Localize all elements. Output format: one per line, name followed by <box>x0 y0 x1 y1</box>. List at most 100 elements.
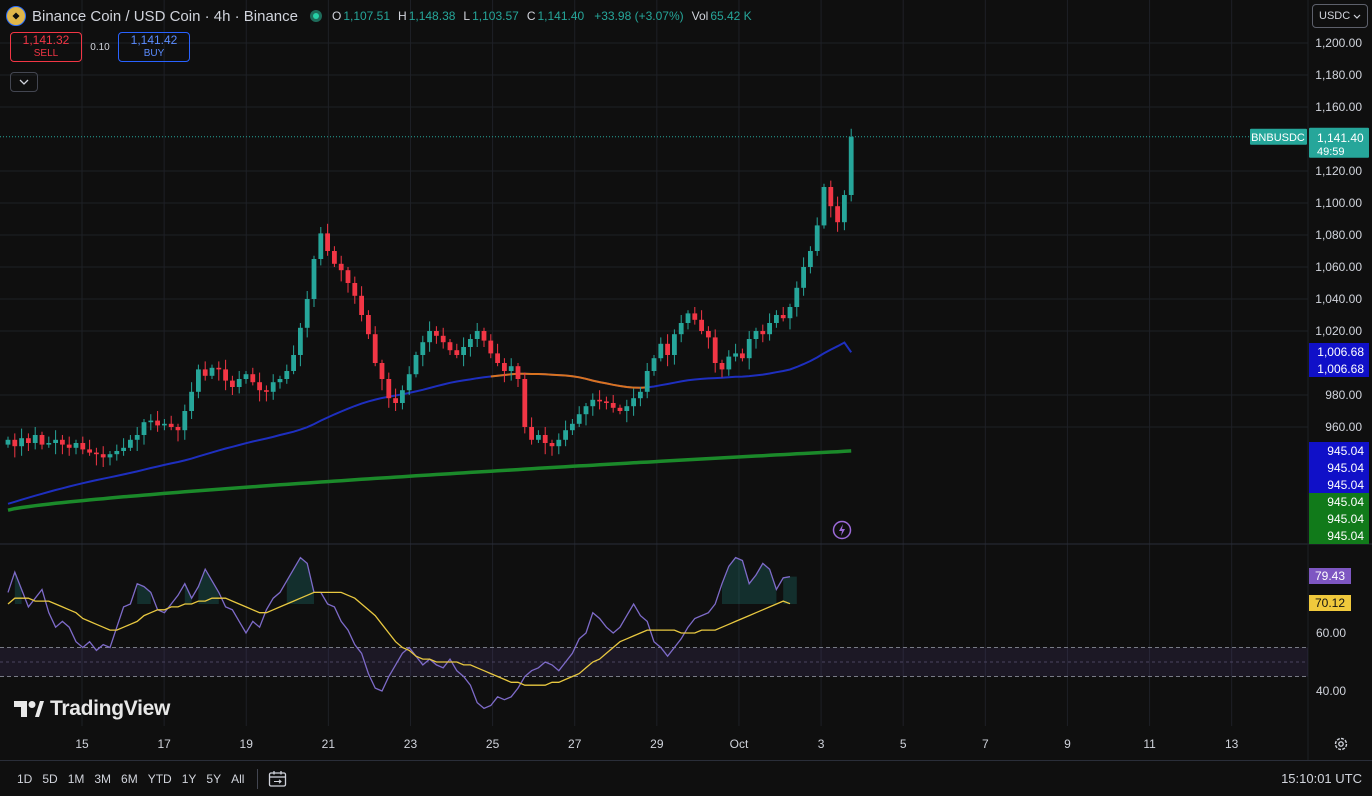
sell-button[interactable]: 1,141.32 SELL <box>10 32 82 62</box>
candle <box>19 428 24 456</box>
candle <box>196 364 201 399</box>
candle-body <box>522 379 528 427</box>
range-1m[interactable]: 1M <box>67 771 85 786</box>
chevron-down-icon <box>1353 14 1361 19</box>
candle-body <box>801 267 806 288</box>
candle <box>270 374 276 400</box>
ma-label-bg <box>1309 360 1369 377</box>
candle <box>121 438 126 456</box>
symbol-title[interactable]: Binance Coin / USD Coin · 4h · Binance <box>32 7 298 25</box>
buy-button[interactable]: 1,141.42 BUY <box>118 32 190 62</box>
candles <box>5 128 854 467</box>
candle-body <box>393 398 398 403</box>
candle-body <box>155 420 160 426</box>
candle-body <box>270 382 276 392</box>
candle <box>325 223 330 256</box>
candle-body <box>733 353 738 357</box>
candle-body <box>814 225 820 251</box>
time-tick-label: 19 <box>240 737 254 751</box>
utc-clock[interactable]: 15:10:01 UTC <box>1281 771 1362 786</box>
candle <box>257 372 262 402</box>
range-ytd[interactable]: YTD <box>147 771 172 786</box>
rsi-overbought-fill <box>14 557 797 604</box>
ma-label-value: 945.04 <box>1327 529 1364 543</box>
candle <box>26 433 31 451</box>
candle-body <box>372 334 378 363</box>
candle <box>366 310 371 339</box>
candle-body <box>141 422 147 435</box>
candle-body <box>658 343 664 359</box>
range-1d[interactable]: 1D <box>17 771 33 786</box>
currency-select[interactable]: USDC <box>1312 4 1368 28</box>
candle <box>502 358 507 383</box>
spread-value: 0.10 <box>90 41 110 53</box>
date-range-button[interactable] <box>268 770 288 788</box>
candle <box>359 286 364 322</box>
market-status-icon[interactable] <box>309 10 322 22</box>
candle-body <box>32 435 38 443</box>
range-3m[interactable]: 3M <box>94 771 112 786</box>
candle-body <box>536 435 541 440</box>
range-5y[interactable]: 5Y <box>206 771 222 786</box>
price-axis: 1,200.00 1,180.00 1,160.00 1,120.00 1,100.00… <box>1315 36 1362 434</box>
candle-body <box>298 327 303 355</box>
candle-body <box>26 438 31 443</box>
ma-medium-line <box>7 341 853 505</box>
candle-body <box>821 187 827 226</box>
time-tick-label: 27 <box>568 737 582 751</box>
ma-label-value: 1,006.68 <box>1317 345 1364 359</box>
candle <box>740 348 745 362</box>
collapse-legend-button[interactable] <box>10 72 38 92</box>
rsi-tick-label: 60.00 <box>1316 626 1346 640</box>
candle <box>87 439 92 456</box>
candle-body <box>196 369 201 392</box>
gear-icon[interactable] <box>1333 736 1349 752</box>
range-buttons: 1D 5D 1M 3M 6M YTD 1Y 5Y All <box>12 772 249 786</box>
price-chart[interactable]: 1,200.00 1,180.00 1,160.00 1,120.00 1,100.00… <box>0 0 1372 760</box>
candle <box>828 180 834 218</box>
chevron-down-icon <box>19 79 29 85</box>
ohlc-readout: O 1,107.51 H 1,148.38 L 1,103.57 C 1,141.40 … <box>331 9 752 23</box>
candle <box>563 420 568 447</box>
candle-body <box>529 427 534 440</box>
candle-body <box>148 420 154 423</box>
candle <box>576 406 582 427</box>
candle-body <box>787 307 793 319</box>
time-tick-label: 3 <box>818 737 825 751</box>
candle-body <box>53 439 58 443</box>
range-all[interactable]: All <box>231 771 245 786</box>
candle-body <box>338 263 344 271</box>
range-5d[interactable]: 5D <box>42 771 58 786</box>
candle-body <box>202 369 208 376</box>
price-tick-label: 980.00 <box>1325 388 1362 402</box>
candle-body <box>808 251 813 267</box>
candle <box>570 419 575 435</box>
candle-body <box>175 427 181 431</box>
range-6m[interactable]: 6M <box>121 771 138 786</box>
range-1y[interactable]: 1Y <box>181 771 197 786</box>
candle <box>536 430 541 443</box>
candle-body <box>379 363 385 379</box>
candle <box>141 419 147 445</box>
candle <box>440 327 446 349</box>
candle <box>134 427 140 451</box>
chart-header: Binance Coin / USD Coin · 4h · Binance O… <box>6 6 752 26</box>
candle-body <box>46 443 52 445</box>
candle <box>427 321 432 352</box>
candle <box>672 329 677 365</box>
tradingview-logo[interactable]: TradingView <box>14 697 170 721</box>
candle <box>182 404 188 440</box>
lightning-icon[interactable] <box>832 520 852 540</box>
ma-label-bg <box>1309 343 1369 360</box>
candle-body <box>257 382 262 391</box>
candle-body <box>12 439 18 447</box>
ma-label-bg <box>1309 476 1369 493</box>
candle-body <box>87 449 92 453</box>
time-tick-label: 11 <box>1143 737 1156 751</box>
candle <box>549 439 555 456</box>
candle-body <box>774 315 779 323</box>
candle <box>638 387 643 407</box>
candle-body <box>366 315 371 335</box>
ma-long-line <box>7 449 852 512</box>
